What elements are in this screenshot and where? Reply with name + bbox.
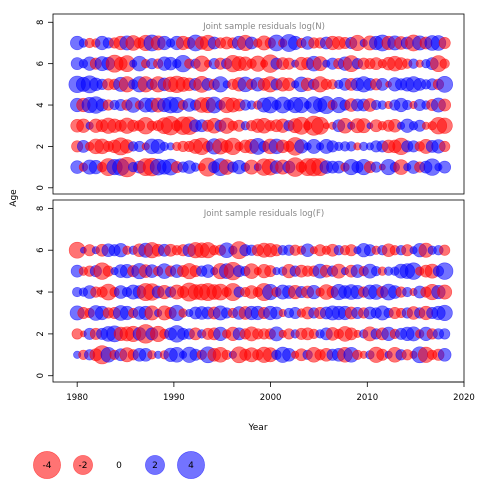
legend-label: 0 [116,461,122,471]
x-axis-label: Year [247,423,267,433]
y-tick-label: 8 [36,20,46,25]
y-tick-label: 0 [36,185,46,190]
residual-bubble [437,348,452,362]
legend-label: 4 [188,461,194,471]
residual-bubble [439,140,451,152]
legend-label: 2 [152,461,158,471]
y-tick-label: 0 [36,373,46,378]
y-axis-label: Age [9,189,19,207]
legend: -4 -2 0 2 4 [33,451,205,479]
residual-bubble [436,262,454,280]
residual-bubble [438,160,452,174]
legend-label: -2 [79,461,88,471]
y-tick-label: 4 [36,102,46,107]
residual-bubble [436,117,453,134]
panel-log-f-y-axis: 0 2 4 6 8 [36,206,54,378]
panel-log-n-title: Joint sample residuals log(N) [202,22,325,32]
residual-bubble [436,75,454,93]
residual-bubble [322,122,330,130]
legend-label: -4 [43,461,52,471]
legend-bubble [33,451,61,479]
residual-bubble [437,284,453,300]
x-tick-label: 2020 [453,393,475,403]
panel-log-f: Joint sample residuals log(F) 0 2 4 6 8 [36,199,465,383]
y-tick-label: 2 [36,331,46,336]
residual-bubble [439,328,451,340]
residual-bubble [439,58,450,69]
y-tick-label: 4 [36,289,46,294]
y-tick-label: 6 [36,247,46,252]
x-tick-label: 1990 [163,393,185,403]
panel-log-n-y-axis: 0 2 4 6 8 [36,20,54,191]
x-tick-label: 2010 [356,393,378,403]
residual-bubble [439,244,451,256]
x-tick-label: 1980 [66,393,88,403]
x-tick-label: 2000 [260,393,282,403]
x-axis: 1980 1990 2000 2010 2020 [66,381,475,403]
y-tick-label: 8 [36,206,46,211]
y-tick-label: 6 [36,61,46,66]
legend-bubble [177,451,205,479]
panel-log-f-title: Joint sample residuals log(F) [203,209,324,219]
panel-log-n: Joint sample residuals log(N) 0 2 4 6 8 [36,13,465,195]
panel-log-n-bubbles [68,34,454,178]
legend-bubble [145,455,165,475]
panel-log-f-bubbles [68,241,454,365]
y-tick-label: 2 [36,144,46,149]
residual-bubble [438,36,451,49]
legend-bubble [73,455,93,475]
residual-bubble [436,304,453,322]
residual-bubble [438,98,452,112]
